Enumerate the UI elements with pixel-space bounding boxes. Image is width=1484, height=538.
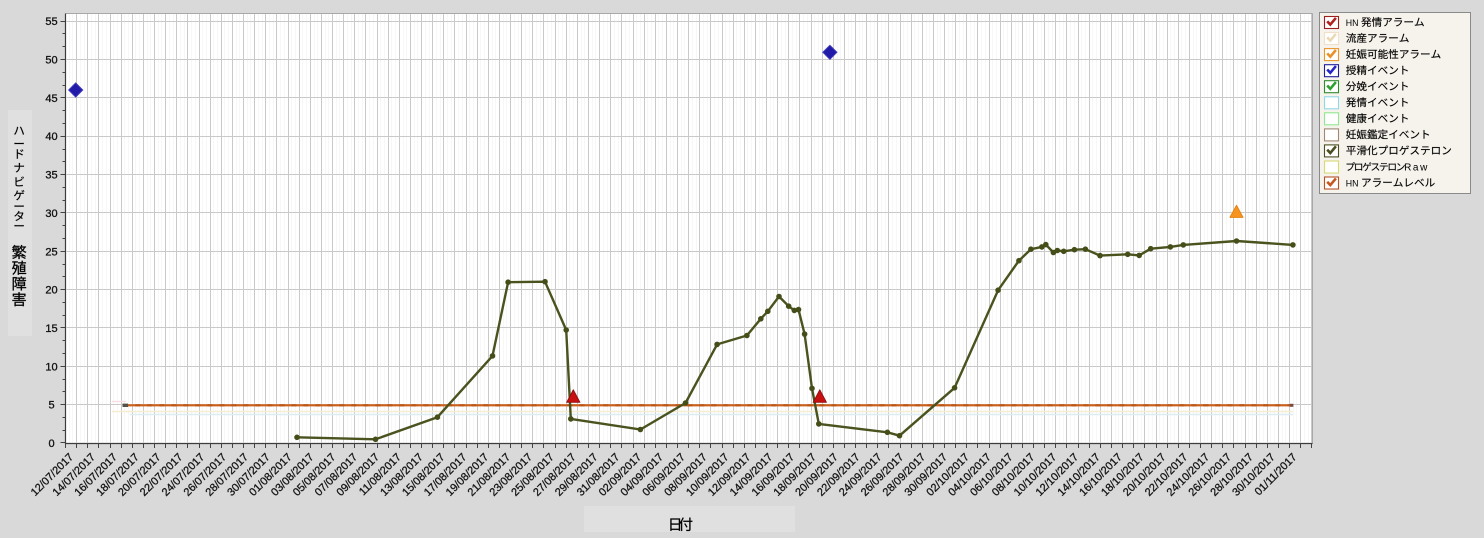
svg-text:25: 25 (45, 246, 57, 258)
svg-text:HN: HN (1346, 178, 1359, 188)
svg-text:5: 5 (48, 400, 54, 412)
svg-text:20: 20 (45, 285, 57, 297)
svg-text:45: 45 (45, 93, 57, 105)
svg-text:30: 30 (45, 208, 57, 220)
svg-text:55: 55 (45, 16, 57, 28)
svg-text:15: 15 (45, 323, 57, 335)
svg-text:0: 0 (48, 438, 54, 450)
svg-text:10: 10 (45, 361, 57, 373)
svg-text:50: 50 (45, 55, 57, 67)
svg-text:HN: HN (1346, 18, 1359, 28)
svg-text:Raw: Raw (1404, 162, 1429, 173)
svg-text:40: 40 (45, 131, 57, 143)
svg-text:35: 35 (45, 170, 57, 182)
